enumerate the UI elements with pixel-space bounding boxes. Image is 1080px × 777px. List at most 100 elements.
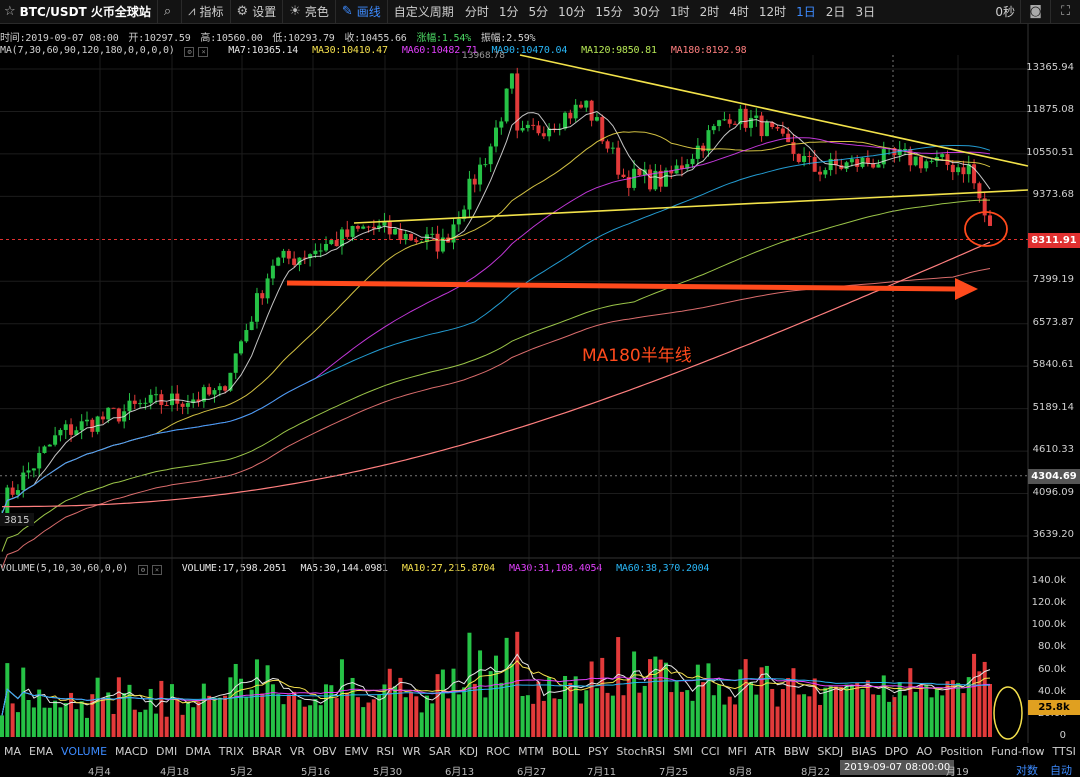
timeframe-1[interactable]: 1分 — [498, 5, 519, 19]
timeframe-group: 分时 1分 5分 10分 15分 30分 1时 2时 4时 12时 1日 2日 3日 — [460, 0, 880, 24]
timeframe-9[interactable]: 12时 — [758, 5, 787, 19]
symbol-selector[interactable]: ☆ BTC/USDT 火币全球站 — [0, 0, 158, 24]
indicator-tab-ao[interactable]: AO — [916, 745, 933, 758]
theme-button[interactable]: ☀ 亮色 — [283, 0, 336, 24]
indicator-tab-rsi[interactable]: RSI — [376, 745, 395, 758]
timeframe-12[interactable]: 3日 — [855, 5, 876, 19]
indicator-tab-bbw[interactable]: BBW — [783, 745, 810, 758]
indicator-tab-emv[interactable]: EMV — [344, 745, 369, 758]
volume-bar-77 — [409, 691, 414, 737]
indicator-tab-brar[interactable]: BRAR — [251, 745, 282, 758]
search-button[interactable]: ⌕ — [158, 0, 183, 24]
indicator-tab-boll[interactable]: BOLL — [551, 745, 581, 758]
indicator-tab-smi[interactable]: SMI — [673, 745, 694, 758]
indicator-tab-dmi[interactable]: DMI — [156, 745, 178, 758]
timeframe-4[interactable]: 15分 — [595, 5, 623, 19]
log-scale-button[interactable]: 对数 — [1016, 764, 1038, 777]
volume-tick-5: 40.0k — [1037, 685, 1066, 697]
volume-bar-140 — [743, 659, 748, 737]
timeframe-2[interactable]: 5分 — [528, 5, 549, 19]
indicator-tab-position[interactable]: Position — [940, 745, 984, 758]
indicator-tab-ema[interactable]: EMA — [29, 745, 53, 758]
candle-body-74 — [393, 228, 398, 235]
indicator-tab-ttsi[interactable]: TTSI — [1052, 745, 1076, 758]
candle-body-82 — [435, 233, 440, 252]
ma-close-icon[interactable]: × — [198, 47, 209, 57]
candle-body-169 — [897, 149, 902, 156]
candle-body-48 — [254, 293, 259, 322]
volume-bar-151 — [802, 694, 807, 737]
volume-bar-109 — [578, 703, 583, 737]
indicator-tab-cci[interactable]: CCI — [701, 745, 720, 758]
candle-body-71 — [377, 225, 382, 229]
draw-button[interactable]: ✎ 画线 — [336, 0, 388, 24]
volume-settings-icon[interactable]: ⚙ — [137, 565, 148, 575]
star-icon[interactable]: ☆ — [4, 4, 16, 19]
indicator-tab-trix[interactable]: TRIX — [218, 745, 244, 758]
volume-bar-145 — [770, 688, 775, 737]
toolbar: ☆ BTC/USDT 火币全球站 ⌕ ⩘ 指标 ⚙ 设置 ☀ 亮色 ✎ 画线 自… — [0, 0, 1080, 24]
ma60-line — [1, 137, 991, 514]
indicator-tab-bias[interactable]: BIAS — [851, 745, 877, 758]
auto-scale-button[interactable]: 自动 — [1050, 764, 1072, 777]
volume-bar-96 — [509, 663, 514, 737]
timeframe-3[interactable]: 10分 — [558, 5, 586, 19]
indicator-tab-mtm[interactable]: MTM — [518, 745, 544, 758]
date-tick-1: 4月18 — [160, 767, 190, 777]
candle-body-72 — [382, 221, 387, 226]
fullscreen-button[interactable]: ⛶ — [1050, 0, 1080, 24]
ma-values: MA7:10365.14 MA30:10410.47 MA60:10482.71 MA… — [218, 45, 750, 56]
timeframe-11[interactable]: 2日 — [825, 5, 846, 19]
candle-body-175 — [929, 160, 934, 162]
indicator-tab-ma[interactable]: MA — [4, 745, 22, 758]
timeframe-10[interactable]: 1日 — [796, 5, 816, 19]
timeframe-6[interactable]: 1时 — [669, 5, 690, 19]
candle-body-122 — [648, 169, 653, 190]
volume-bar-66 — [350, 677, 355, 737]
timeframe-7[interactable]: 2时 — [699, 5, 720, 19]
volume-tick-7: 0 — [1059, 730, 1066, 741]
screenshot-button[interactable]: ◙ — [1020, 0, 1050, 24]
volume-bar-44 — [233, 663, 238, 737]
indicator-tab-volume[interactable]: VOLUME — [60, 745, 108, 758]
ma-settings-icon[interactable]: ⚙ — [184, 47, 195, 57]
candle-body-65 — [345, 229, 350, 237]
candle-body-40 — [212, 390, 217, 395]
indicator-tab-atr[interactable]: ATR — [754, 745, 776, 758]
custom-period-button[interactable]: 自定义周期 — [388, 0, 460, 24]
volume-close-icon[interactable]: × — [151, 565, 162, 575]
candle-body-136 — [722, 119, 727, 121]
indicator-tab-roc[interactable]: ROC — [486, 745, 511, 758]
ohlc-close: 收:10455.66 — [344, 33, 407, 44]
indicator-tab-skdj[interactable]: SKDJ — [817, 745, 844, 758]
timeframe-5[interactable]: 30分 — [632, 5, 660, 19]
indicator-tab-macd[interactable]: MACD — [115, 745, 149, 758]
candle-body-41 — [217, 386, 222, 391]
candle-body-5 — [26, 470, 31, 473]
volume-bar-94 — [499, 682, 504, 737]
indicator-tab-dpo[interactable]: DPO — [884, 745, 909, 758]
indicator-tab-kdj[interactable]: KDJ — [459, 745, 479, 758]
indicator-tab-vr[interactable]: VR — [289, 745, 305, 758]
timeframe-0[interactable]: 分时 — [464, 5, 489, 19]
timeframe-8[interactable]: 4时 — [729, 5, 749, 19]
price-chart[interactable]: MA180半年线 13968.78 3815 — [0, 0, 1080, 743]
settings-button[interactable]: ⚙ 设置 — [231, 0, 284, 24]
indicator-tab-sar[interactable]: SAR — [428, 745, 452, 758]
volume-bar-6 — [31, 707, 36, 737]
date-tick-4: 5月30 — [373, 767, 403, 777]
indicator-tab-obv[interactable]: OBV — [313, 745, 337, 758]
volume-bar-132 — [701, 682, 706, 737]
candle-body-28 — [148, 394, 153, 403]
ma-legend-item-1: MA30:10410.47 — [312, 45, 388, 56]
current-price-tag: 8311.91 — [1028, 233, 1080, 248]
candle-body-164 — [871, 163, 876, 168]
indicator-tab-dma[interactable]: DMA — [185, 745, 211, 758]
volume-bar-137 — [727, 696, 732, 737]
indicator-tab-wr[interactable]: WR — [402, 745, 421, 758]
indicators-button[interactable]: ⩘ 指标 — [182, 0, 231, 24]
indicator-tab-mfi[interactable]: MFI — [727, 745, 747, 758]
indicator-tab-stochrsi[interactable]: StochRSI — [616, 745, 666, 758]
indicator-tab-psy[interactable]: PSY — [588, 745, 609, 758]
indicator-tab-fund-flow[interactable]: Fund-flow — [991, 745, 1045, 758]
